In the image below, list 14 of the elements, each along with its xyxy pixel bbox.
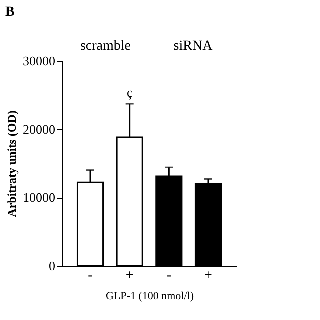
x-tick-label: - xyxy=(88,268,94,284)
x-tick-label: - xyxy=(166,268,172,284)
y-tick-label: 20000 xyxy=(23,122,56,137)
x-tick-label: + xyxy=(204,268,213,284)
x-axis-title: GLP-1 (100 nmol/l) xyxy=(106,290,194,302)
text: siRNA xyxy=(174,39,214,54)
x-tick-label: + xyxy=(126,268,134,284)
text: scramble xyxy=(80,39,132,54)
y-axis-title: Arbitraty units (OD) xyxy=(5,110,19,218)
chart-title: B xyxy=(6,5,15,20)
y-tick-label: 10000 xyxy=(23,190,56,206)
annotation: ç xyxy=(126,85,133,100)
y-tick-label: 30000 xyxy=(23,54,56,68)
y-tick-label: 0 xyxy=(49,258,56,274)
